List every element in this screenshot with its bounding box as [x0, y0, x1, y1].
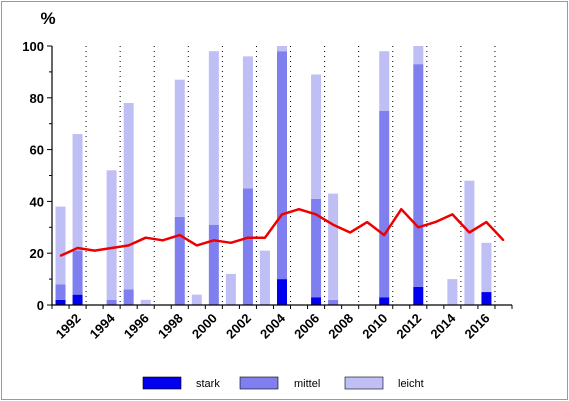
- bar-leicht-2002: [242, 56, 253, 189]
- bar-stark-2006: [311, 297, 322, 305]
- bar-mittel-1995: [123, 289, 134, 305]
- bar-leicht-2010: [379, 51, 390, 111]
- x-tick-label-1996: 1996: [121, 311, 152, 342]
- line-point-2014: [451, 213, 454, 216]
- bar-leicht-2000: [208, 51, 219, 225]
- line-point-2015: [468, 231, 471, 234]
- bar-mittel-2000: [208, 224, 219, 305]
- bar-mittel-1994: [106, 299, 117, 305]
- line-point-2006: [315, 213, 317, 216]
- x-tick-label-2006: 2006: [291, 311, 322, 342]
- bar-stark-2010: [379, 297, 390, 305]
- bar-mittel-2006: [311, 198, 322, 298]
- line-point-1997: [161, 239, 164, 242]
- bar-leicht-1998: [174, 79, 185, 217]
- line-point-2013: [434, 221, 437, 223]
- bar-mittel-2007: [328, 299, 339, 305]
- line-point-2004: [281, 213, 283, 216]
- bar-leicht-2014: [447, 279, 458, 305]
- y-tick-label: 20: [30, 246, 44, 261]
- line-point-1993: [93, 249, 96, 252]
- bar-stark-1991: [55, 299, 66, 305]
- y-tick-label: 80: [30, 91, 44, 106]
- line-point-2012: [417, 226, 420, 229]
- bar-leicht-2016: [481, 242, 492, 293]
- line-point-2003: [264, 236, 266, 239]
- legend-label-stark: stark: [196, 378, 220, 390]
- y-axis-label: %: [40, 9, 55, 28]
- bar-leicht-2001: [225, 273, 236, 305]
- bar-leicht-1995: [123, 102, 134, 290]
- legend-label-leicht: leicht: [398, 378, 424, 390]
- x-tick-label-1992: 1992: [53, 311, 84, 342]
- x-tick-label-1994: 1994: [87, 310, 119, 342]
- bar-leicht-2007: [328, 193, 339, 300]
- line-point-1992: [76, 247, 79, 249]
- x-tick-label-2004: 2004: [257, 310, 289, 342]
- bar-leicht-2012: [413, 46, 424, 65]
- x-tick-label-2012: 2012: [393, 311, 424, 342]
- bar-leicht-2004: [277, 46, 287, 52]
- bar-stark-2004: [277, 279, 287, 305]
- legend-swatch-mittel: [239, 376, 279, 390]
- y-tick-label: 40: [30, 194, 44, 209]
- line-point-1995: [127, 244, 130, 247]
- x-tick-label-2014: 2014: [427, 310, 459, 342]
- bar-leicht-1991: [55, 206, 66, 285]
- line-point-2010: [383, 234, 386, 236]
- line-point-1991: [59, 254, 62, 257]
- line-point-2000: [213, 239, 215, 242]
- bar-leicht-2006: [311, 74, 322, 199]
- bar-leicht-2003: [259, 250, 270, 305]
- line-point-2008: [349, 231, 351, 234]
- x-tick-label-1998: 1998: [155, 311, 186, 342]
- bar-stark-1992: [72, 294, 83, 305]
- line-point-2002: [247, 236, 249, 239]
- bar-mittel-1998: [174, 216, 185, 305]
- bar-leicht-1992: [72, 134, 83, 251]
- line-point-2017: [502, 239, 505, 242]
- line-point-1998: [178, 234, 181, 236]
- legend-swatch-leicht: [344, 376, 384, 390]
- line-point-1994: [110, 247, 113, 249]
- line-point-2005: [298, 208, 300, 210]
- x-tick-label-2002: 2002: [223, 311, 254, 342]
- bar-mittel-1992: [72, 250, 83, 295]
- x-tick-label-2016: 2016: [462, 311, 493, 342]
- legend-label-mittel: mittel: [294, 378, 320, 390]
- bar-leicht-2015: [464, 180, 475, 305]
- bar-leicht-1996: [140, 299, 151, 305]
- bar-mittel-2012: [413, 64, 424, 287]
- y-tick-label: 0: [37, 298, 44, 313]
- x-tick-label-2008: 2008: [325, 311, 356, 342]
- bar-mittel-2002: [242, 188, 253, 305]
- bar-mittel-2004: [277, 51, 287, 280]
- bar-leicht-1999: [191, 294, 202, 305]
- line-point-1996: [144, 236, 147, 239]
- legend-swatch-stark: [142, 376, 182, 390]
- line-point-2009: [366, 221, 368, 223]
- line-point-2007: [332, 223, 334, 226]
- bar-leicht-1994: [106, 170, 117, 300]
- y-tick-label: 100: [22, 39, 44, 54]
- y-tick-label: 60: [30, 143, 44, 158]
- bar-stark-2016: [481, 292, 492, 305]
- line-point-2016: [485, 221, 488, 223]
- bar-mittel-1991: [55, 284, 66, 300]
- line-point-2011: [400, 208, 403, 210]
- x-tick-label-2000: 2000: [189, 311, 220, 342]
- line-point-2001: [230, 242, 232, 244]
- line-point-1999: [196, 244, 198, 247]
- bar-mittel-2010: [379, 110, 390, 298]
- x-tick-label-2010: 2010: [359, 311, 390, 342]
- bar-stark-2012: [413, 286, 424, 305]
